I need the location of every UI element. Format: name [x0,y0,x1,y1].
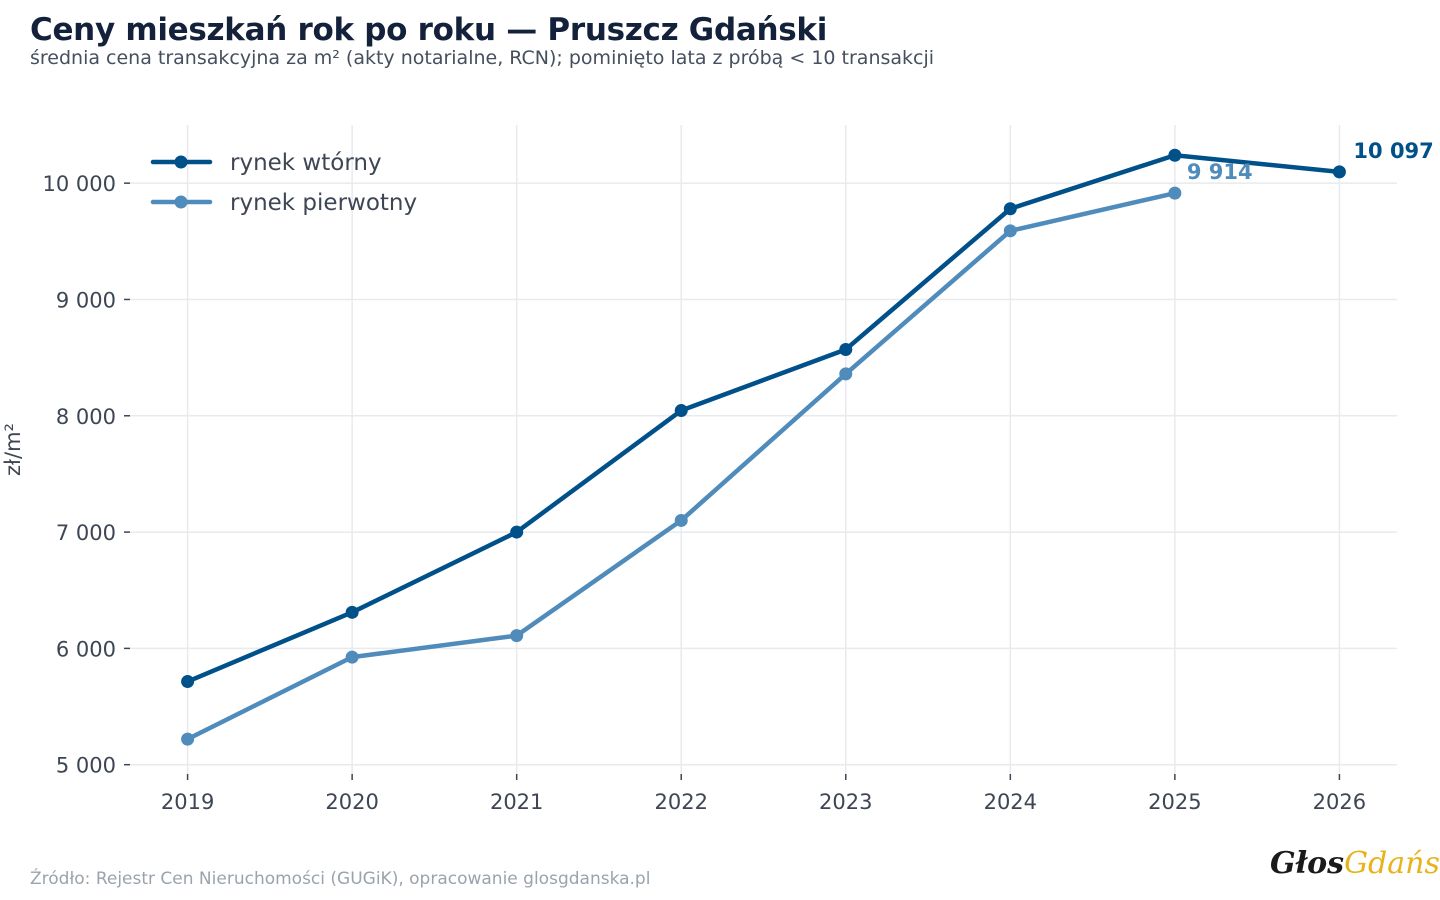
grid [130,125,1397,774]
legend-swatch-marker [174,195,188,209]
x-tick-label: 2024 [984,790,1037,814]
data-point [181,675,195,689]
data-point [345,650,359,664]
x-tick-label: 2020 [325,790,378,814]
end-label-secondary: 10 097 [1353,139,1433,163]
series [181,148,1346,746]
data-point [510,525,524,539]
data-point [1332,165,1346,179]
x-tick-label: 2023 [819,790,872,814]
data-point [345,605,359,619]
data-point [181,732,195,746]
y-tick-label: 9 000 [56,288,116,312]
data-point [1003,202,1017,216]
logo-part-glos: Głos [1270,846,1345,881]
y-tick-label: 10 000 [43,172,116,196]
x-tick-label: 2019 [161,790,214,814]
data-point [510,629,524,643]
x-tick-label: 2026 [1313,790,1366,814]
y-axis-label: zł/m² [1,423,25,476]
source-note: Źródło: Rejestr Cen Nieruchomości (GUGiK… [30,869,651,889]
x-tick-label: 2021 [490,790,543,814]
y-tick-label: 5 000 [56,754,116,778]
axes: 2019 2020 2021 2022 2023 2024 2025 2026 5 000 6 0… [1,172,1366,814]
data-point [839,342,853,356]
y-tick-label: 7 000 [56,521,116,545]
x-tick-label: 2025 [1148,790,1201,814]
data-point [674,513,688,527]
legend: rynek wtórny rynek pierwotny [150,150,417,216]
y-tick-label: 8 000 [56,405,116,429]
data-point [1168,148,1182,162]
legend-swatch-marker [174,155,188,169]
legend-label: rynek pierwotny [230,190,417,216]
end-label-primary: 9 914 [1187,160,1253,184]
data-point [1168,186,1182,200]
data-point [674,404,688,418]
logo-part-gdanska: Gdańska [1344,846,1440,881]
data-point [839,367,853,381]
data-labels: 10 097 9 914 [1187,139,1434,184]
chart-subtitle: średnia cena transakcyjna za m² (akty no… [30,47,935,69]
y-tick-label: 6 000 [56,637,116,661]
brand-logo[interactable]: GłosGdańska [1270,846,1440,881]
data-point [1003,224,1017,238]
chart-title: Ceny mieszkań rok po roku — Pruszcz Gdań… [30,12,828,48]
x-tick-label: 2022 [655,790,708,814]
series-line [185,152,1342,684]
legend-label: rynek wtórny [230,150,382,176]
